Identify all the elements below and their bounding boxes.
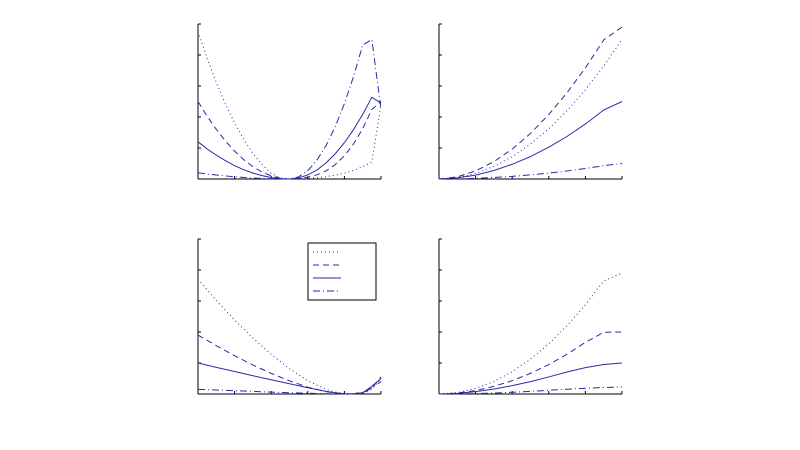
chart-panel-bottom-left xyxy=(197,238,382,395)
chart-panel-top-right xyxy=(438,23,623,180)
series-line-dashdot xyxy=(438,163,623,180)
series-line-dotted xyxy=(438,39,623,180)
series-line-dotted xyxy=(197,278,382,395)
series-line-dashed xyxy=(197,334,382,395)
series-line-dotted xyxy=(197,31,382,180)
series-line-dashed xyxy=(438,26,623,180)
series-line-dotted xyxy=(438,272,623,395)
series-line-solid xyxy=(438,101,623,180)
series-line-dashdot xyxy=(438,386,623,395)
series-line-solid xyxy=(438,362,623,395)
series-line-solid xyxy=(197,362,382,395)
series-line-dashed xyxy=(438,331,623,395)
series-line-dashed xyxy=(197,101,382,180)
chart-panel-top-left xyxy=(197,23,382,180)
chart-panel-bottom-right xyxy=(438,238,623,395)
legend xyxy=(307,242,377,301)
series-line-solid xyxy=(197,96,382,180)
series-line-dashdot xyxy=(197,38,382,180)
